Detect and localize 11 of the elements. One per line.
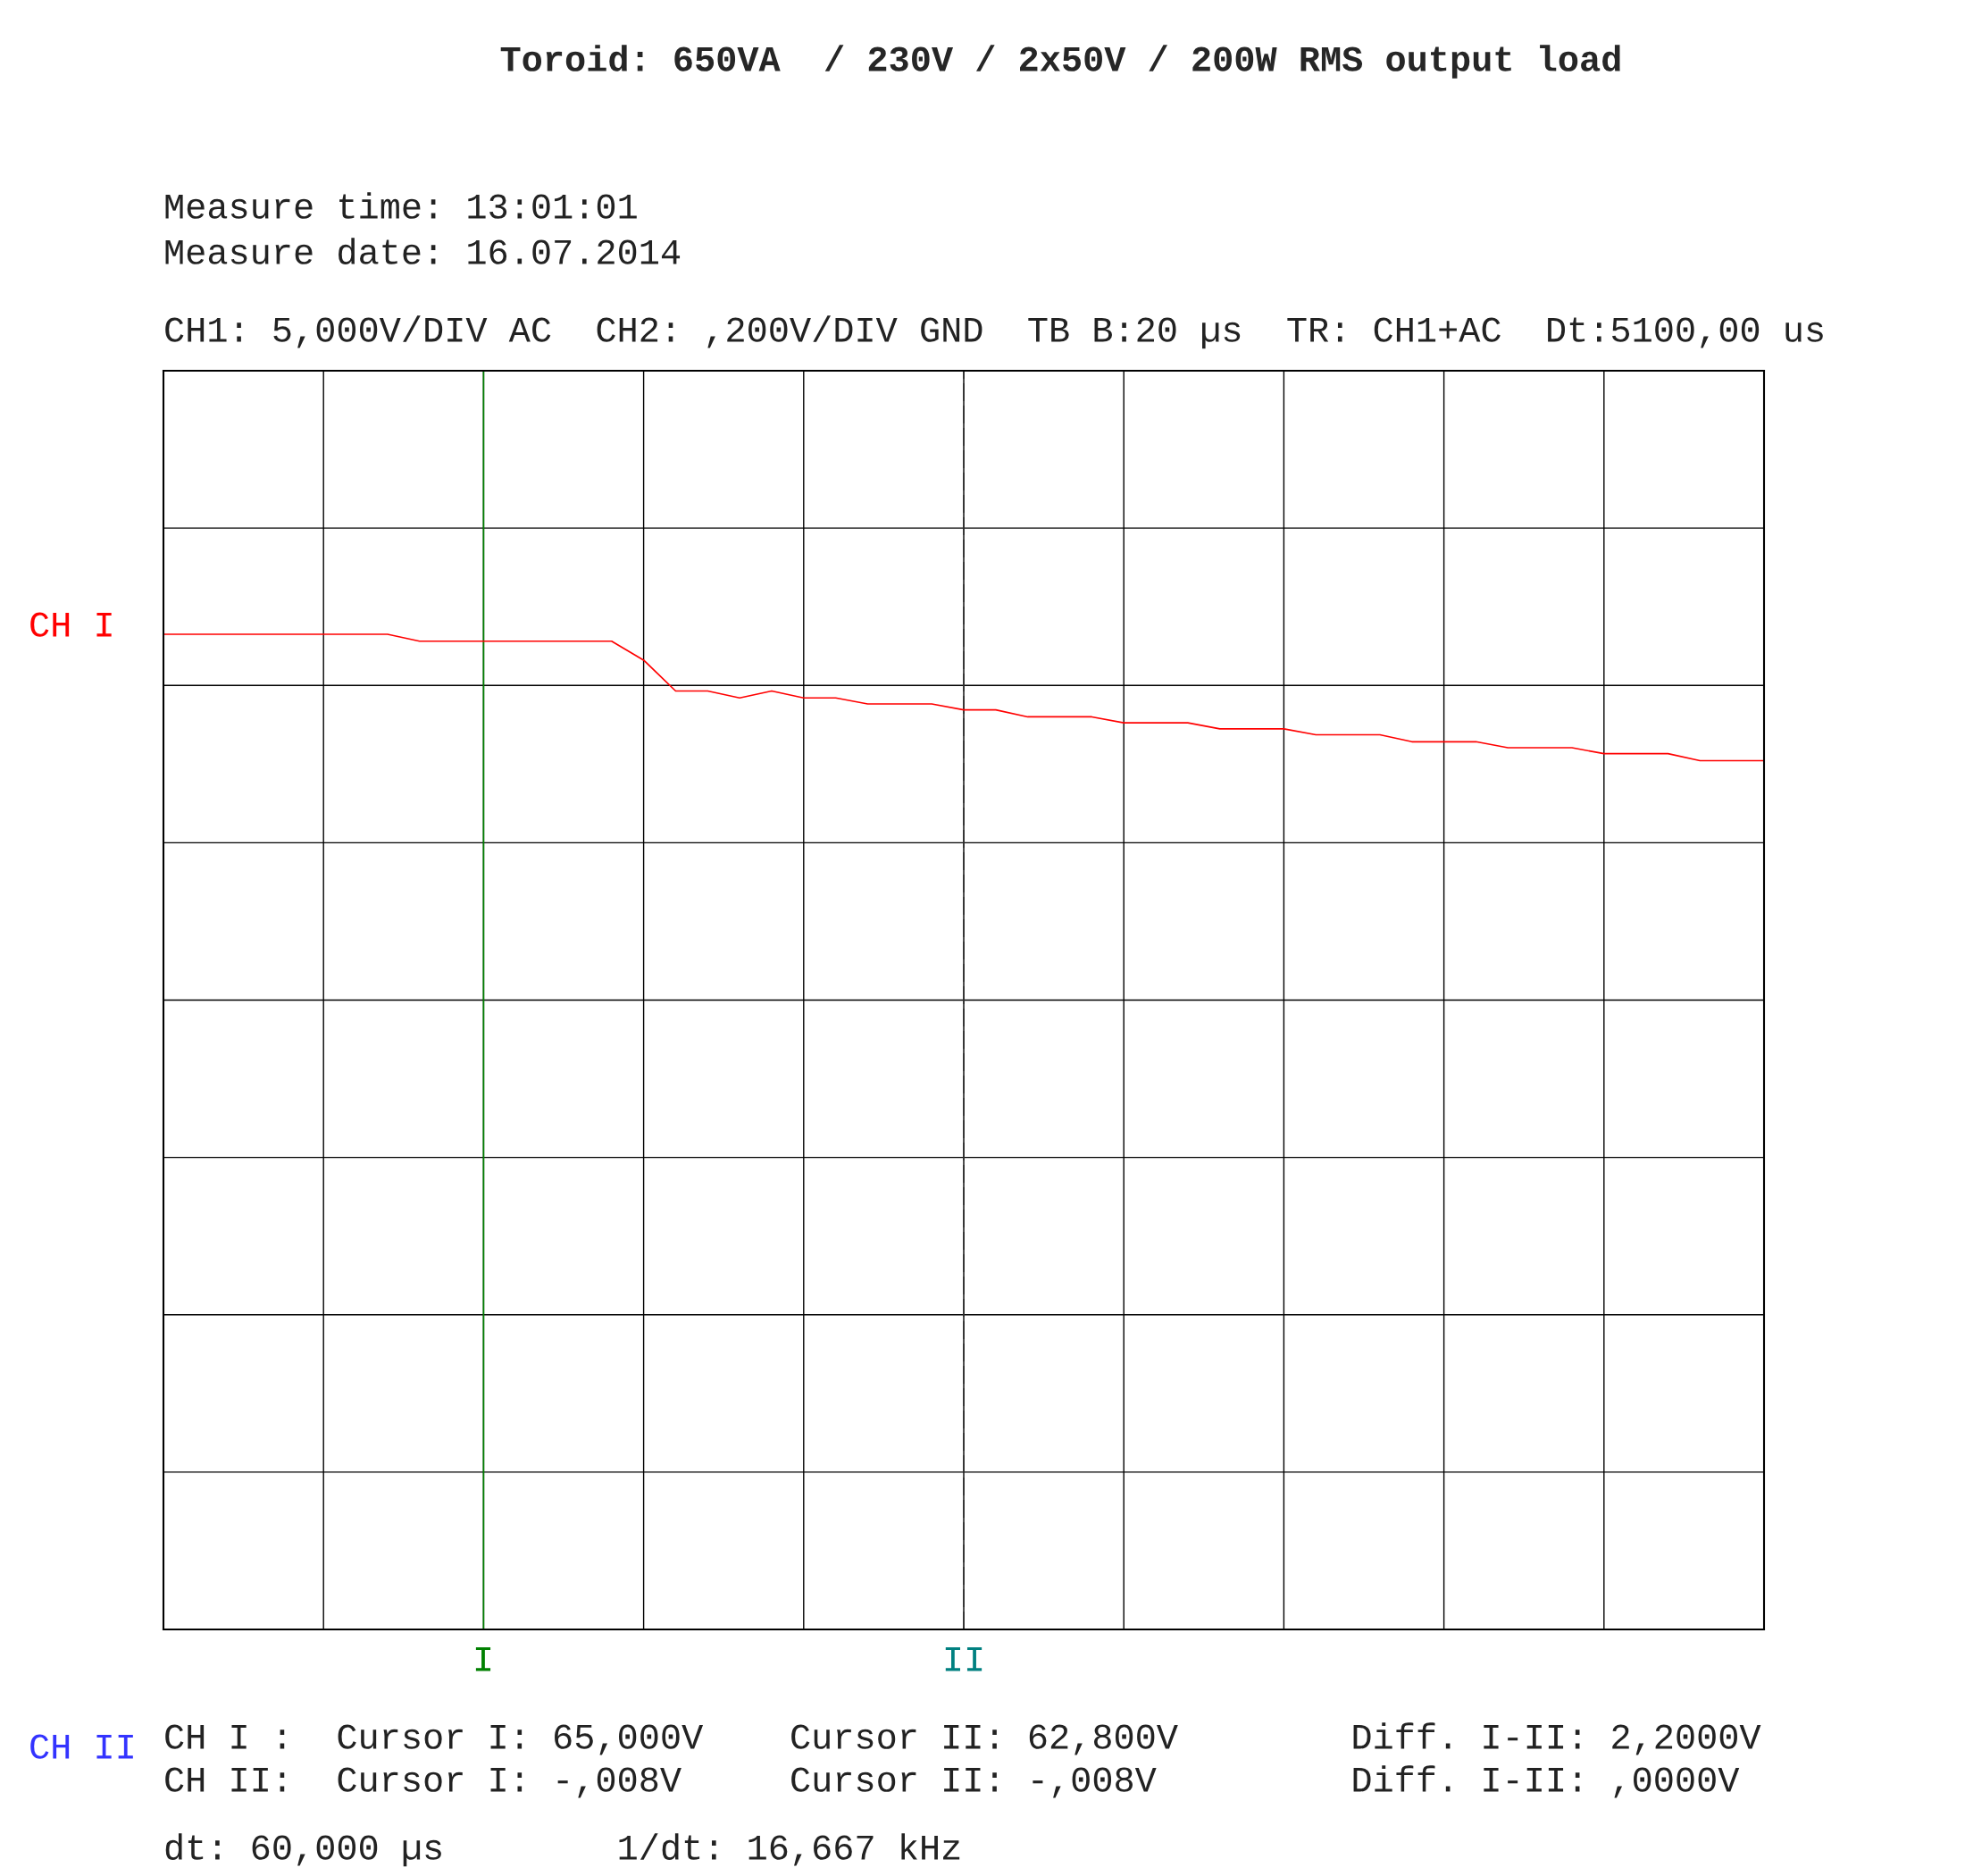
text: CH I bbox=[30, 612, 112, 637]
text: dt: 60,000 µs 1/dt: 16,667 kHz bbox=[165, 1833, 960, 1867]
text: Measure date: 16.07.2014 bbox=[165, 238, 681, 264]
chart-title: Toroid: 650VA / 230V / 2x50V / 200W RMS output load bbox=[500, 45, 1620, 79]
text: CH II: Cursor I: -,008V Cursor II: -,008V Diff. I-II: ,0000V bbox=[165, 1765, 1740, 1798]
text: CH II bbox=[30, 1734, 133, 1759]
text: Measure time: 13:01:01 bbox=[165, 192, 637, 219]
text: CH1: 5,000V/DIV AC CH2: ,200V/DIV GND TB B:20 µs TR: CH1+AC Dt:5100,00 us bbox=[165, 315, 1823, 349]
text: II bbox=[945, 1646, 982, 1671]
text: I bbox=[475, 1646, 491, 1671]
text: CH I : Cursor I: 65,000V Cursor II: 62,800V Diff. I-II: 2,2000V bbox=[165, 1722, 1761, 1755]
